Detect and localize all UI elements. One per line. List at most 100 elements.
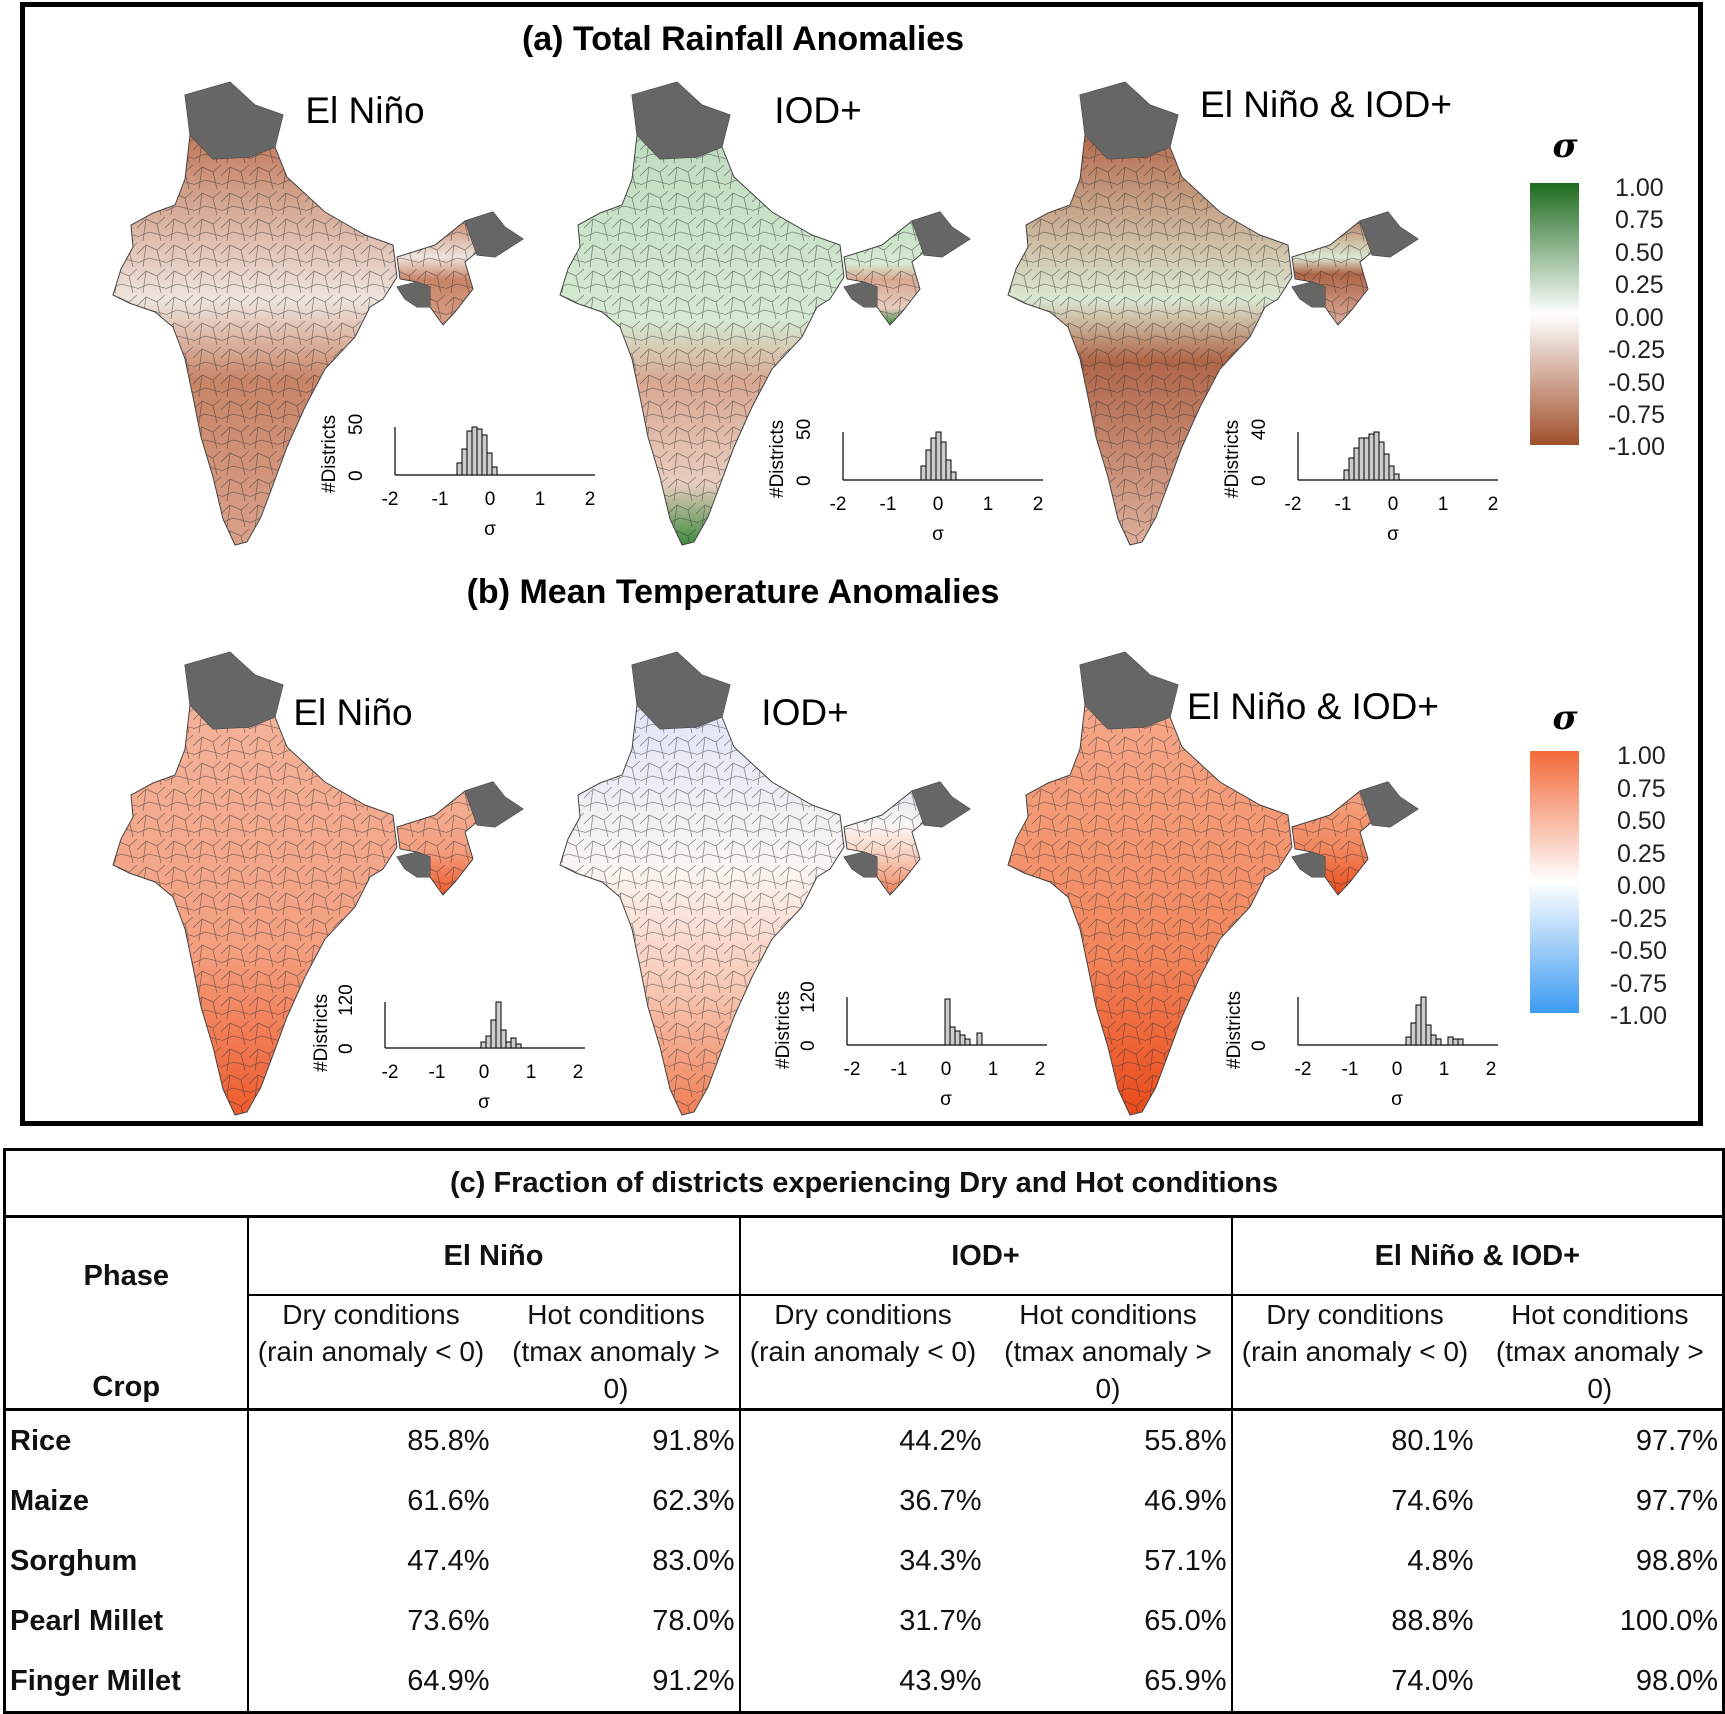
temp-hist-combined-xtick-4: 2 bbox=[1486, 1059, 1497, 1080]
temp-hist-combined-ytick-0: 0 bbox=[1249, 1040, 1270, 1051]
sub-header-hot-iod: Hot conditions (tmax anomaly > 0) bbox=[985, 1294, 1233, 1410]
table-cell: 97.7% bbox=[1477, 1408, 1724, 1471]
rain-hist-el-nino-ytick-0: 0 bbox=[346, 470, 367, 481]
sub-header-dry-iod: Dry conditions (rain anomaly < 0) bbox=[739, 1294, 986, 1410]
temp-map-el-nino: El Niño bbox=[112, 651, 524, 1116]
table-row: Sorghum 47.4% 83.0% 34.3% 57.1% 4.8% 98.… bbox=[4, 1531, 1724, 1591]
temp-hist-combined-xlabel: σ bbox=[1391, 1089, 1403, 1110]
crop-label: Crop bbox=[92, 1371, 161, 1403]
rain-hist-el-nino-xlabel: σ bbox=[484, 519, 496, 540]
temp-hist-iod-xtick-4: 2 bbox=[1035, 1059, 1046, 1080]
crop-name: Finger Millet bbox=[4, 1651, 249, 1713]
temp-hist-combined-xtick-2: 0 bbox=[1392, 1059, 1403, 1080]
table-cell: 55.8% bbox=[985, 1408, 1233, 1471]
table-cell: 65.9% bbox=[985, 1651, 1233, 1713]
temp-cb-tick-4: 0.00 bbox=[1617, 872, 1666, 900]
temp-hist-el-nino-xtick-3: 1 bbox=[526, 1062, 537, 1083]
phase-crop-header: Phase Crop bbox=[4, 1216, 249, 1410]
table-cell: 47.4% bbox=[407, 1544, 490, 1577]
rain-map-iod-label: IOD+ bbox=[774, 90, 861, 131]
temp-map-iod-label: IOD+ bbox=[761, 692, 848, 733]
table-cell: 65.0% bbox=[985, 1591, 1233, 1651]
temp-cb-tick-1: 0.75 bbox=[1617, 775, 1666, 803]
temp-map-combined-label: El Niño & IOD+ bbox=[1187, 686, 1439, 727]
rain-hist-combined-xtick-2: 0 bbox=[1388, 494, 1399, 515]
temp-hist-el-nino-xtick-0: -2 bbox=[382, 1062, 399, 1083]
table-cell: 78.0% bbox=[493, 1591, 741, 1651]
temp-hist-el-nino-ytick-0: 0 bbox=[336, 1043, 357, 1054]
rain-map-combined: El Niño & IOD+ bbox=[1007, 81, 1452, 546]
rain-cb-tick-2: 0.50 bbox=[1615, 239, 1664, 267]
phase-label: Phase bbox=[83, 1260, 169, 1292]
table-row: Rice 85.8% 91.8% 44.2% 55.8% 80.1% 97.7% bbox=[4, 1408, 1724, 1471]
rain-hist-iod-ytick-1: 50 bbox=[794, 419, 815, 440]
rain-hist-combined-ytick-0: 0 bbox=[1249, 475, 1270, 486]
table-cell: 43.9% bbox=[899, 1664, 982, 1697]
temp-hist-iod-xtick-3: 1 bbox=[988, 1059, 999, 1080]
sub-header-dry-combined: Dry conditions (rain anomaly < 0) bbox=[1231, 1294, 1478, 1410]
table-cell: 62.3% bbox=[493, 1471, 741, 1531]
rain-cb-tick-1: 0.75 bbox=[1615, 206, 1664, 234]
maps-figure-panel: (a) Total Rainfall Anomalies (b) Mean Te… bbox=[20, 2, 1703, 1126]
rain-hist-el-nino-ytick-1: 50 bbox=[346, 414, 367, 435]
temp-hist-iod-xtick-1: -1 bbox=[891, 1059, 908, 1080]
temp-map-el-nino-label: El Niño bbox=[293, 692, 412, 733]
rain-hist-combined: 0 40 #Districts -2 -1 0 1 2 σ bbox=[1222, 419, 1498, 545]
rain-colorbar: σ 1.00 0.75 0.50 0.25 0.00 -0.25 -0.50 -… bbox=[1530, 126, 1665, 461]
table-cell: 73.6% bbox=[407, 1604, 490, 1637]
sub-header-dry-el-nino: Dry conditions (rain anomaly < 0) bbox=[246, 1294, 494, 1410]
table-cell: 34.3% bbox=[899, 1544, 982, 1577]
rain-hist-el-nino-xtick-1: -1 bbox=[432, 489, 449, 510]
table-row: Pearl Millet 73.6% 78.0% 31.7% 65.0% 88.… bbox=[4, 1591, 1724, 1651]
crop-name: Maize bbox=[4, 1471, 249, 1531]
temp-colorbar-symbol: σ bbox=[1552, 698, 1578, 738]
rain-hist-combined-ytick-1: 40 bbox=[1249, 419, 1270, 440]
rain-hist-iod-xtick-0: -2 bbox=[830, 494, 847, 515]
temp-hist-el-nino-xlabel: σ bbox=[478, 1092, 490, 1113]
rain-hist-combined-ylabel: #Districts bbox=[1222, 420, 1243, 498]
table-cell: 64.9% bbox=[407, 1664, 490, 1697]
rain-hist-el-nino-xtick-3: 1 bbox=[535, 489, 546, 510]
rain-cb-tick-8: -1.00 bbox=[1608, 433, 1665, 461]
temp-hist-iod-xlabel: σ bbox=[940, 1089, 952, 1110]
rain-map-combined-label: El Niño & IOD+ bbox=[1200, 84, 1452, 125]
temp-cb-tick-6: -0.50 bbox=[1610, 937, 1667, 965]
rain-cb-tick-4: 0.00 bbox=[1615, 304, 1664, 332]
table-cell: 80.1% bbox=[1231, 1408, 1478, 1471]
temp-hist-el-nino-ytick-1: 120 bbox=[336, 984, 357, 1016]
table-cell: 44.2% bbox=[739, 1408, 986, 1471]
temp-cb-tick-7: -0.75 bbox=[1610, 970, 1667, 998]
table-cell: 36.7% bbox=[899, 1484, 982, 1517]
rain-hist-el-nino-xtick-0: -2 bbox=[382, 489, 399, 510]
rain-hist-combined-xtick-1: -1 bbox=[1335, 494, 1352, 515]
table-cell: 74.0% bbox=[1391, 1664, 1474, 1697]
rain-hist-el-nino-ylabel: #Districts bbox=[319, 415, 340, 493]
rain-map-el-nino: El Niño bbox=[112, 81, 524, 546]
panel-b-title: (b) Mean Temperature Anomalies bbox=[467, 573, 1000, 611]
temp-hist-iod: 0 120 #Districts -2 -1 0 1 2 σ bbox=[773, 981, 1047, 1110]
table-cell: 98.0% bbox=[1635, 1664, 1719, 1697]
temp-map-iod: IOD+ bbox=[559, 651, 971, 1116]
rain-hist-iod-xtick-1: -1 bbox=[880, 494, 897, 515]
districts-fraction-table: (c) Fraction of districts experiencing D… bbox=[3, 1148, 1725, 1714]
phase-header-el-nino: El Niño bbox=[247, 1216, 740, 1296]
temp-hist-combined-ylabel: #Districts bbox=[1224, 991, 1245, 1069]
table-row: Finger Millet 64.9% 91.2% 43.9% 65.9% 74… bbox=[4, 1651, 1724, 1713]
rain-hist-iod-ylabel: #Districts bbox=[767, 420, 788, 498]
table-row: Maize 61.6% 62.3% 36.7% 46.9% 74.6% 97.7… bbox=[4, 1471, 1724, 1531]
table-caption: (c) Fraction of districts experiencing D… bbox=[3, 1149, 1725, 1218]
temp-hist-iod-ytick-1: 120 bbox=[798, 981, 819, 1013]
table-cell: 83.0% bbox=[493, 1531, 741, 1591]
table-cell: 91.2% bbox=[493, 1651, 741, 1713]
temp-hist-el-nino: 0 120 #Districts -2 -1 0 1 2 σ bbox=[311, 984, 585, 1113]
temp-hist-iod-xtick-0: -2 bbox=[844, 1059, 861, 1080]
temp-hist-el-nino-xtick-1: -1 bbox=[429, 1062, 446, 1083]
rain-hist-iod-xlabel: σ bbox=[932, 524, 944, 545]
table-cell: 61.6% bbox=[407, 1484, 490, 1517]
rain-colorbar-symbol: σ bbox=[1552, 126, 1578, 166]
temp-hist-el-nino-xtick-2: 0 bbox=[479, 1062, 490, 1083]
sub-header-hot-el-nino: Hot conditions (tmax anomaly > 0) bbox=[493, 1294, 741, 1410]
crop-name: Pearl Millet bbox=[4, 1591, 249, 1651]
phase-header-iod: IOD+ bbox=[738, 1216, 1232, 1296]
rain-cb-tick-7: -0.75 bbox=[1608, 401, 1665, 429]
